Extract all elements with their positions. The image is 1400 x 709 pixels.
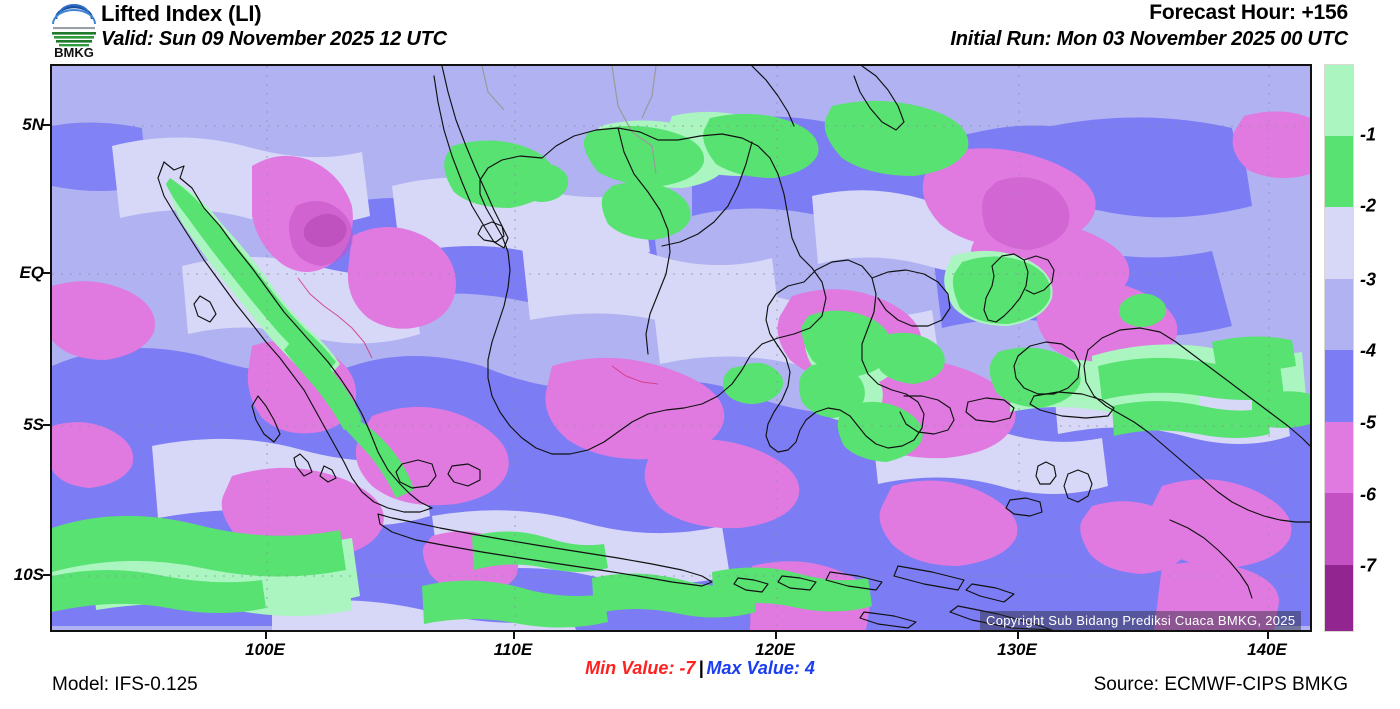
colorbar-band-1 (1325, 136, 1353, 207)
colorbar-label-minus2: -2 (1360, 195, 1377, 216)
valid-time-label: Valid: Sun 09 November 2025 12 UTC (101, 28, 447, 50)
forecast-hour-label: Forecast Hour: +156 (1149, 1, 1348, 24)
lifted-index-map (52, 66, 1310, 630)
xtick-mark-100E (265, 632, 267, 639)
colorbar-label-minus4: -4 (1360, 340, 1377, 361)
xtick-mark-110E (513, 632, 515, 639)
colorbar (1324, 64, 1354, 632)
xtick-mark-120E (775, 632, 777, 639)
colorbar-band-3 (1325, 279, 1353, 350)
colorbar-band-7 (1325, 565, 1353, 631)
model-label: Model: IFS-0.125 (52, 674, 198, 695)
bmkg-logo-stripes (52, 27, 96, 47)
field-band-deep (303, 213, 347, 248)
bmkg-logo: BMKG (44, 3, 104, 59)
colorbar-label-minus3: -3 (1360, 269, 1377, 290)
initial-run-label: Initial Run: Mon 03 November 2025 00 UTC (950, 28, 1348, 50)
colorbar-label-minus7: -7 (1360, 555, 1377, 576)
source-label: Source: ECMWF-CIPS BMKG (1093, 674, 1348, 695)
xtick-label-100E: 100E (245, 640, 285, 659)
bmkg-logo-arcs (52, 4, 96, 25)
ytick-mark-5N (43, 124, 50, 126)
minmax-readout: Min Value: -7 | Max Value: 4 (0, 658, 1400, 679)
colorbar-band-6 (1325, 493, 1353, 565)
ytick-label-5S: 5S (23, 415, 44, 434)
admin-boundaries (481, 66, 657, 175)
minmax-separator: | (698, 658, 704, 678)
min-value-label: Min Value: -7 (585, 658, 696, 678)
colorbar-band-5 (1325, 422, 1353, 493)
map-plot-area: Copyright Sub Bidang Prediksi Cuaca BMKG… (50, 64, 1312, 632)
xtick-label-110E: 110E (493, 640, 533, 659)
xtick-label-140E: 140E (1247, 640, 1287, 659)
field-band-minus7 (289, 177, 1070, 266)
ytick-mark-10S (43, 574, 50, 576)
ytick-label-EQ: EQ (19, 263, 44, 282)
ytick-mark-5S (43, 424, 50, 426)
province-boundary (297, 277, 659, 385)
page-title: Lifted Index (LI) (101, 1, 262, 26)
xtick-mark-140E (1267, 632, 1269, 639)
ytick-label-5N: 5N (22, 115, 44, 134)
colorbar-band-4 (1325, 350, 1353, 422)
colorbar-label-minus6: -6 (1360, 484, 1377, 505)
header: BMKG Lifted Index (LI) Valid: Sun 09 Nov… (0, 0, 1400, 59)
field-band-green (52, 100, 1310, 628)
xtick-label-120E: 120E (755, 640, 795, 659)
copyright-watermark: Copyright Sub Bidang Prediksi Cuaca BMKG… (980, 611, 1302, 630)
colorbar-band-0 (1325, 65, 1353, 136)
bmkg-logo-text: BMKG (54, 45, 94, 59)
xtick-mark-130E (1017, 632, 1019, 639)
coastlines (157, 66, 1310, 630)
colorbar-label-minus1: -1 (1360, 124, 1377, 145)
max-value-label: Max Value: 4 (706, 658, 815, 678)
xtick-label-130E: 130E (997, 640, 1037, 659)
colorbar-band-2 (1325, 207, 1353, 279)
colorbar-label-minus5: -5 (1360, 412, 1377, 433)
ytick-mark-EQ (43, 272, 50, 274)
ytick-label-10S: 10S (13, 565, 44, 584)
